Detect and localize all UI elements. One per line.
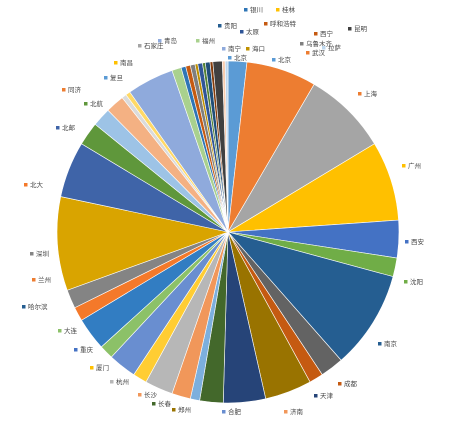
legend-label-33: 太原 <box>246 27 260 36</box>
legend-swatch-27 <box>158 39 162 43</box>
legend-swatch-31 <box>246 47 250 51</box>
legend-label-21: 北邮 <box>62 123 76 132</box>
pie-slice-21 <box>56 196 230 291</box>
legend-label-26: 石家庄 <box>144 41 164 50</box>
legend-swatch-29 <box>218 24 222 28</box>
legend-label-24: 复旦 <box>110 73 124 82</box>
legend-label-19: 深圳 <box>36 249 49 258</box>
legend-label-11: 长春 <box>158 399 172 408</box>
legend-swatch-24 <box>104 76 108 80</box>
legend-label-18: 兰州 <box>38 275 51 284</box>
legend-swatch-32 <box>272 58 276 62</box>
legend-label-27: 青岛 <box>164 36 177 45</box>
legend-swatch-1 <box>358 92 362 96</box>
legend-swatch-41 <box>322 46 326 50</box>
legend-swatch-25 <box>114 61 118 65</box>
pie-slices <box>56 60 400 404</box>
legend-swatch-16 <box>58 329 62 333</box>
legend-swatch-17 <box>22 305 26 309</box>
legend-swatch-12 <box>138 393 142 397</box>
legend-swatch-2 <box>402 164 406 168</box>
legend-swatch-7 <box>314 394 318 398</box>
legend-swatch-13 <box>110 380 114 384</box>
legend-swatch-19 <box>30 252 34 256</box>
legend-label-40: 武汉 <box>312 48 326 57</box>
pie-slice-6 <box>227 231 394 361</box>
legend-swatch-3 <box>405 240 409 244</box>
legend-swatch-9 <box>222 410 226 414</box>
legend-swatch-28 <box>196 39 200 43</box>
legend-label-38: 昆明 <box>354 25 368 33</box>
legend-swatch-22 <box>84 102 88 106</box>
legend-swatch-15 <box>74 348 78 352</box>
legend-label-37: 西宁 <box>320 29 334 38</box>
legend-label-6: 成都 <box>344 379 358 388</box>
legend-label-1: 上海 <box>364 89 378 98</box>
legend-swatch-33 <box>240 30 244 34</box>
legend-swatch-20 <box>24 183 28 187</box>
legend-label-4: 沈阳 <box>410 277 423 286</box>
legend-label-5: 南京 <box>384 339 398 348</box>
legend-swatch-0 <box>228 56 232 60</box>
legend-swatch-30 <box>222 47 226 51</box>
legend-label-30: 南宁 <box>228 44 242 53</box>
legend-swatch-35 <box>264 22 268 26</box>
legend-label-3: 西安 <box>411 237 425 246</box>
legend-label-20: 北大 <box>30 180 44 189</box>
legend-swatch-10 <box>172 408 176 412</box>
legend-label-36: 桂林 <box>282 5 296 14</box>
legend-label-12: 长沙 <box>144 390 158 399</box>
legend-label-39: 乌鲁木齐 <box>306 39 333 48</box>
legend-label-35: 呼和浩特 <box>270 19 297 28</box>
legend-label-16: 大连 <box>64 326 78 335</box>
legend-swatch-8 <box>284 410 288 414</box>
legend-label-29: 贵阳 <box>224 21 237 30</box>
pie-slice-40 <box>224 60 229 233</box>
legend-label-10: 郑州 <box>178 406 191 414</box>
legend-swatch-38 <box>348 27 352 31</box>
legend-label-17: 哈尔滨 <box>28 302 48 311</box>
legend-label-22: 北航 <box>90 99 104 108</box>
legend-swatch-4 <box>404 280 408 284</box>
legend-swatch-40 <box>306 51 310 55</box>
legend-label-2: 广州 <box>408 161 421 170</box>
legend-label-23: 同济 <box>68 85 82 94</box>
legend-label-14: 厦门 <box>96 363 109 372</box>
legend-label-9: 合肥 <box>228 407 242 416</box>
legend-swatch-23 <box>62 88 66 92</box>
legend-swatch-36 <box>276 8 280 12</box>
legend-swatch-21 <box>56 126 60 130</box>
legend-label-0: 北京 <box>234 53 248 62</box>
legend-label-8: 济南 <box>290 407 304 416</box>
legend-label-28: 福州 <box>202 36 215 45</box>
legend-swatch-14 <box>90 366 94 370</box>
legend-swatch-39 <box>300 42 304 46</box>
legend-label-15: 重庆 <box>80 345 94 354</box>
legend-label-25: 南昌 <box>120 58 133 67</box>
legend-swatch-5 <box>378 342 382 346</box>
legend-label-34: 银川 <box>250 5 263 14</box>
legend-swatch-11 <box>152 402 156 406</box>
legend-swatch-18 <box>32 278 36 282</box>
legend-label-31: 海口 <box>252 44 265 53</box>
legend-label-13: 杭州 <box>116 377 129 386</box>
legend-label-7: 天津 <box>320 392 334 400</box>
legend-swatch-37 <box>314 32 318 36</box>
legend-label-41: 拉萨 <box>328 43 342 52</box>
legend-swatch-6 <box>338 382 342 386</box>
legend-swatch-34 <box>244 8 248 12</box>
legend-swatch-26 <box>138 44 142 48</box>
legend-label-32: 北京 <box>278 55 292 64</box>
